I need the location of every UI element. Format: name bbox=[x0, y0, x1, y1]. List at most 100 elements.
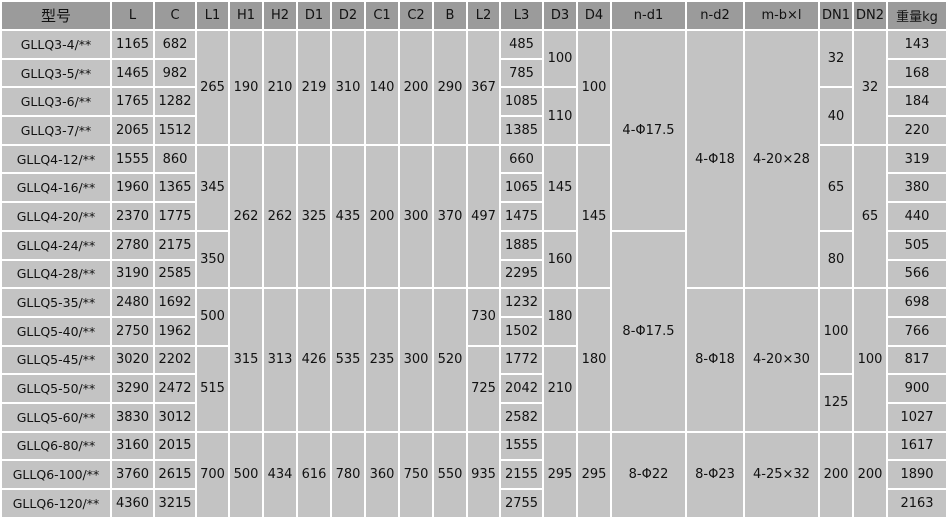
column-header-l: L bbox=[110, 0, 155, 31]
table-row: GLLQ5-35/** 2480 1692 500 315 313 426 535 235 300… bbox=[0, 287, 946, 433]
cell-model: GLLQ3-7/** bbox=[0, 115, 112, 146]
cell-l: 3020 bbox=[110, 344, 155, 376]
cell-weight: 1617 bbox=[886, 430, 946, 462]
cell-weight: 766 bbox=[886, 315, 946, 347]
cell-model: GLLQ3-6/** bbox=[0, 86, 112, 118]
cell-d3: 145 bbox=[542, 143, 578, 232]
cell-mbl: 4-25×32 bbox=[743, 430, 820, 519]
cell-weight: 380 bbox=[886, 172, 946, 204]
cell-l: 2780 bbox=[110, 229, 155, 261]
column-header-nd1: n-d1 bbox=[610, 0, 687, 31]
column-header-l1: L1 bbox=[195, 0, 230, 31]
cell-dn1: 32 bbox=[818, 28, 854, 89]
cell-d3: 295 bbox=[542, 430, 578, 519]
cell-c: 682 bbox=[153, 29, 197, 60]
cell-c: 3012 bbox=[153, 401, 197, 433]
cell-l1: 515 bbox=[195, 344, 230, 433]
cell-c: 1775 bbox=[153, 201, 197, 232]
cell-weight: 1027 bbox=[886, 401, 946, 433]
cell-l3: 660 bbox=[499, 143, 544, 175]
cell-d3: 110 bbox=[542, 86, 578, 146]
cell-c: 1512 bbox=[153, 115, 197, 146]
cell-nd2: 4-Φ18 bbox=[685, 28, 745, 290]
column-header-c: C bbox=[153, 0, 197, 31]
column-header-mbl: m-b×l bbox=[743, 0, 820, 31]
cell-model: GLLQ6-100/** bbox=[0, 459, 112, 490]
cell-d1: 219 bbox=[296, 29, 332, 146]
cell-l2: 367 bbox=[466, 29, 501, 146]
table-row: GLLQ3-6/** 1765 1282 1085 110 40 184 bbox=[0, 86, 946, 146]
cell-d2: 310 bbox=[330, 29, 366, 146]
cell-mbl: 4-20×28 bbox=[743, 28, 820, 290]
cell-model: GLLQ4-24/** bbox=[0, 229, 112, 261]
table-row: GLLQ4-20/** 2370 1775 1475 440 bbox=[0, 201, 946, 232]
cell-l1: 350 bbox=[195, 229, 230, 290]
cell-l: 1465 bbox=[110, 57, 155, 89]
cell-c: 1962 bbox=[153, 315, 197, 347]
column-header-b: B bbox=[432, 0, 468, 31]
cell-weight: 505 bbox=[886, 229, 946, 261]
cell-d4: 295 bbox=[576, 430, 612, 519]
column-header-weight: 重量kg bbox=[886, 0, 946, 31]
cell-model: GLLQ6-120/** bbox=[0, 488, 112, 519]
cell-c: 2175 bbox=[153, 229, 197, 261]
cell-dn1: 200 bbox=[818, 430, 854, 519]
table-row: GLLQ5-50/** 3290 2472 2042 125 900 bbox=[0, 373, 946, 433]
cell-model: GLLQ5-45/** bbox=[0, 344, 112, 376]
table-row: GLLQ4-12/** 1555 860 345 262 262 325 435 200 300 3… bbox=[0, 143, 946, 290]
cell-l: 1555 bbox=[110, 143, 155, 175]
table-row: GLLQ4-28/** 3190 2585 2295 566 bbox=[0, 258, 946, 290]
cell-weight: 566 bbox=[886, 258, 946, 290]
cell-model: GLLQ4-12/** bbox=[0, 143, 112, 175]
table-row: GLLQ3-5/** 1465 982 785 168 bbox=[0, 57, 946, 89]
cell-d1: 616 bbox=[296, 430, 332, 519]
cell-l3: 1065 bbox=[499, 172, 544, 204]
cell-c: 860 bbox=[153, 143, 197, 175]
cell-nd2: 8-Φ23 bbox=[685, 430, 745, 519]
cell-model: GLLQ4-20/** bbox=[0, 201, 112, 232]
cell-l: 1765 bbox=[110, 86, 155, 118]
cell-c: 982 bbox=[153, 57, 197, 89]
cell-l3: 1772 bbox=[499, 344, 544, 376]
column-header-dn2: DN2 bbox=[852, 0, 888, 31]
cell-l2: 497 bbox=[466, 143, 501, 290]
cell-c2: 200 bbox=[398, 29, 434, 146]
cell-model: GLLQ4-16/** bbox=[0, 172, 112, 204]
cell-d4: 100 bbox=[576, 29, 612, 146]
cell-d3: 100 bbox=[542, 28, 578, 89]
column-header-d1: D1 bbox=[296, 0, 332, 31]
cell-c2: 300 bbox=[398, 143, 434, 290]
table-row: GLLQ5-40/** 2750 1962 1502 766 bbox=[0, 315, 946, 347]
cell-l2: 725 bbox=[466, 344, 501, 433]
cell-model: GLLQ5-40/** bbox=[0, 315, 112, 347]
cell-b: 370 bbox=[432, 143, 468, 290]
cell-b: 520 bbox=[432, 287, 468, 433]
cell-model: GLLQ5-50/** bbox=[0, 373, 112, 404]
cell-h1: 190 bbox=[228, 29, 264, 146]
table-row: GLLQ3-4/** 1165 682 265 190 210 219 310 140 200 29… bbox=[0, 28, 946, 290]
cell-nd1: 8-Φ17.5 bbox=[610, 229, 687, 433]
cell-c: 1282 bbox=[153, 86, 197, 118]
cell-c: 2015 bbox=[153, 430, 197, 462]
cell-l3: 1232 bbox=[499, 287, 544, 318]
cell-l3: 1502 bbox=[499, 315, 544, 347]
cell-weight: 319 bbox=[886, 143, 946, 175]
cell-dn2: 32 bbox=[852, 29, 888, 146]
cell-c1: 140 bbox=[364, 29, 400, 146]
cell-weight: 900 bbox=[886, 373, 946, 404]
column-header-h1: H1 bbox=[228, 0, 264, 31]
cell-l1: 500 bbox=[195, 287, 230, 347]
column-header-nd2: n-d2 bbox=[685, 0, 745, 31]
cell-model: GLLQ3-5/** bbox=[0, 57, 112, 89]
cell-l: 2750 bbox=[110, 315, 155, 347]
header-row: 型号 L C L1 H1 H2 D1 D2 C1 C2 B L2 L3 D3 D4 n-d1 n-d2 m-b×l… bbox=[0, 0, 946, 31]
cell-l: 2480 bbox=[110, 287, 155, 318]
cell-c: 2202 bbox=[153, 344, 197, 376]
cell-c1: 200 bbox=[364, 143, 400, 290]
column-header-d4: D4 bbox=[576, 0, 612, 31]
cell-l: 3830 bbox=[110, 401, 155, 433]
cell-c: 2615 bbox=[153, 459, 197, 490]
cell-c2: 750 bbox=[398, 430, 434, 519]
cell-weight: 143 bbox=[886, 29, 946, 60]
cell-dn1: 65 bbox=[818, 143, 854, 232]
